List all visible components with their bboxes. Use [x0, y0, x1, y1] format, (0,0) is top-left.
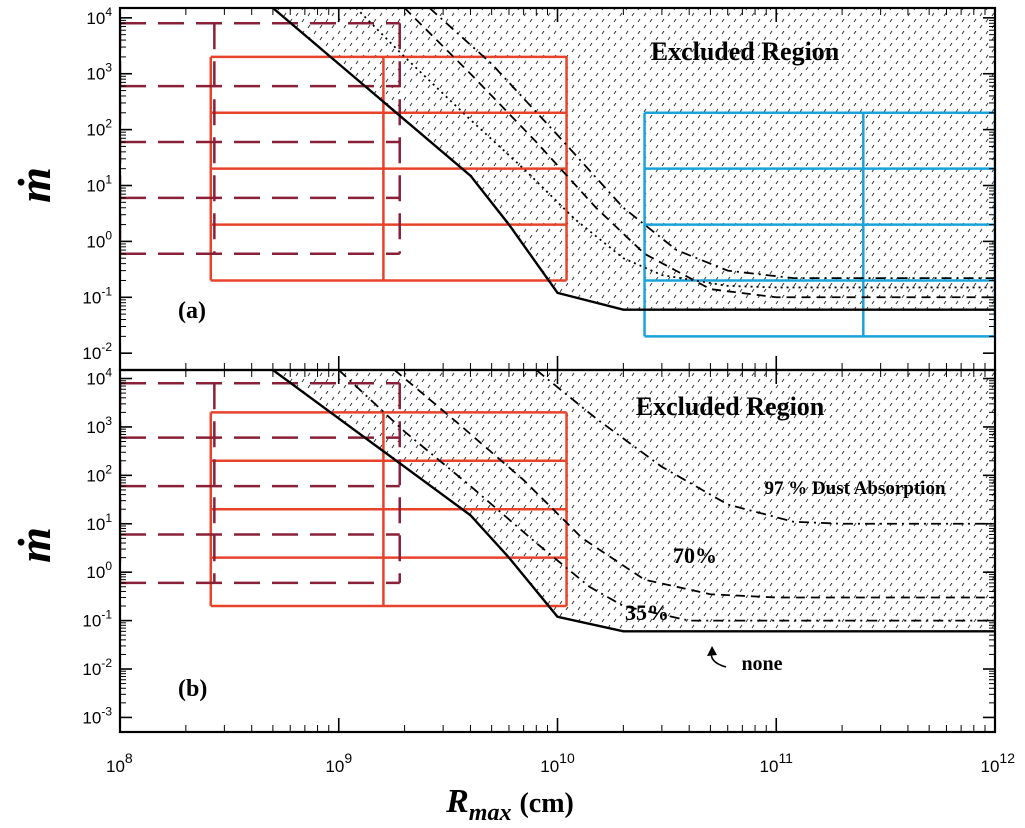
annotation: Excluded Region [636, 392, 825, 421]
xlabel-main: R [445, 783, 469, 820]
ylabel-a: ṁ [9, 167, 60, 203]
x-tick-label: 1011 [760, 750, 794, 776]
excluded-region-fill [272, 370, 995, 632]
curve-3 [403, 8, 995, 299]
annotation: none [741, 653, 782, 675]
x-tick-label: 108 [106, 750, 133, 776]
panel-b: 10-3 10-2 10-1 100 101 102 103 104 108 109 1010 101… [82, 366, 1015, 776]
x-tick-label: 1010 [540, 750, 575, 776]
curve-2 [338, 370, 995, 622]
annotation: 97 % Dust Absorption [764, 478, 945, 499]
y-tick-label: 102 [86, 117, 112, 140]
y-tick-label: 10-1 [82, 608, 112, 631]
curve-3 [394, 370, 995, 599]
panel-a: 10-2 10-1 100 101 102 103 104 (a) Excluded Regio… [82, 5, 997, 372]
xlabel: Rmax (cm) [445, 783, 574, 826]
annotation: 35% [625, 600, 669, 625]
y-tick-label: 104 [86, 5, 112, 28]
y-tick-label: 103 [86, 414, 112, 437]
x-tick-label: 109 [325, 750, 352, 776]
grid-box-2 [643, 111, 995, 338]
y-tick-label: 103 [86, 61, 112, 84]
plot-area [120, 370, 995, 633]
grid-box-1 [209, 55, 568, 282]
ylabel-b: ṁ [9, 527, 60, 563]
y-tick-label: 101 [86, 511, 112, 534]
curve-2 [355, 8, 995, 289]
y-tick-label: 102 [86, 462, 112, 485]
excluded-region-fill [272, 8, 995, 310]
y-tick-label: 104 [86, 366, 112, 389]
y-tick-label: 100 [86, 228, 112, 251]
grid-box-3 [120, 22, 401, 256]
y-tick-label: 10-1 [82, 284, 112, 307]
xlabel-unit: (cm) [519, 788, 573, 819]
panel-label: (b) [178, 676, 207, 702]
y-tick-label: 101 [86, 173, 112, 196]
y-tick-label: 100 [86, 559, 112, 582]
curve-4 [428, 8, 995, 280]
annotation: Excluded Region [651, 37, 840, 66]
x-tick-label: 1012 [981, 750, 1016, 776]
none-arrow-head [707, 646, 717, 656]
xlabel-sub: max [469, 800, 512, 826]
curve-1 [272, 370, 995, 633]
y-tick-label: 10-3 [82, 704, 112, 727]
curve-1 [272, 8, 995, 311]
plot-area [120, 8, 995, 338]
y-tick-label: 10-2 [82, 340, 112, 363]
panel-label: (a) [178, 298, 206, 324]
y-tick-label: 10-2 [82, 656, 112, 679]
annotation: 70% [673, 543, 717, 568]
grid-box-1 [209, 411, 568, 608]
grid-box-2 [120, 381, 401, 585]
